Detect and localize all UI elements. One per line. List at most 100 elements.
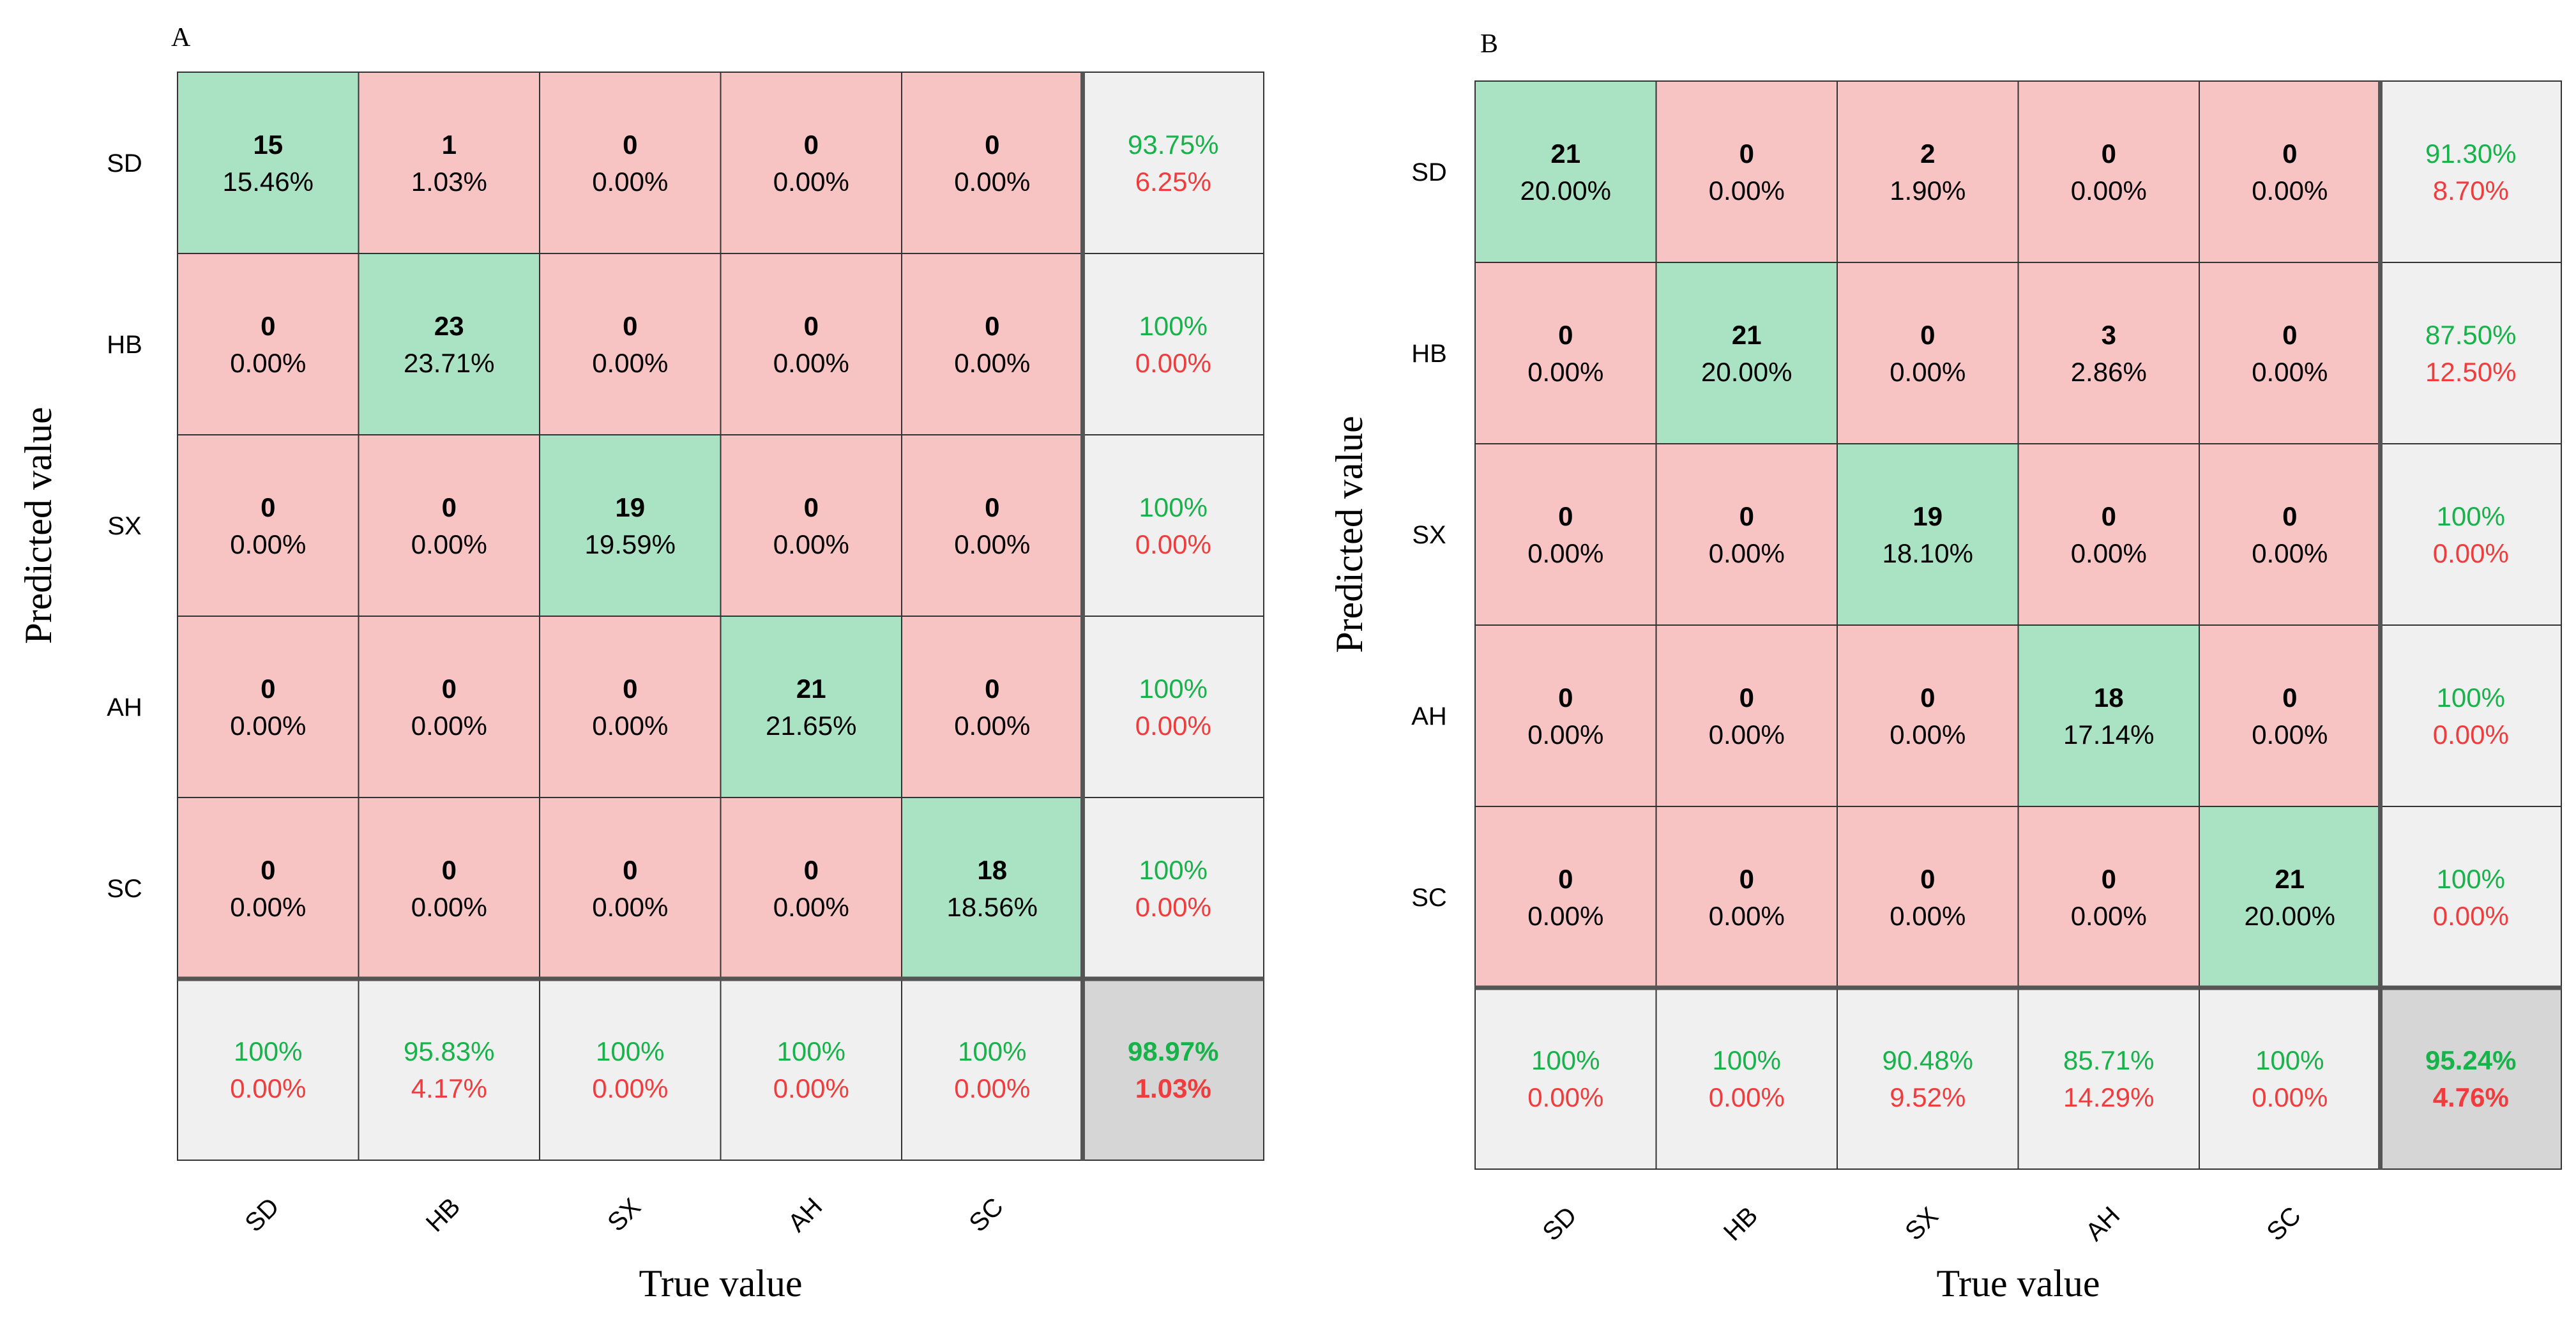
cell-percent: 0.00% xyxy=(1709,538,1785,568)
cell-count: 23 xyxy=(434,311,464,341)
cell-count: 21 xyxy=(2275,864,2305,894)
cell-count: 0 xyxy=(442,492,457,522)
cell-percent: 0.00% xyxy=(1527,901,1603,931)
cell-percent: 0.00% xyxy=(1527,720,1603,750)
overall-accuracy-cell xyxy=(2379,987,2562,1170)
cell-percent: 0.00% xyxy=(592,711,668,741)
cell-percent: 0.00% xyxy=(773,348,849,378)
cell-percent: 0.00% xyxy=(230,348,306,378)
offdiagonal-cell xyxy=(720,434,902,617)
row-tick-label: HB xyxy=(107,331,142,359)
cell-percent: 0.00% xyxy=(2071,538,2147,568)
cell-count: 0 xyxy=(2282,320,2297,350)
overall-accuracy: 98.97% xyxy=(1128,1036,1218,1066)
column-summary-cell xyxy=(901,978,1084,1161)
offdiagonal-cell xyxy=(2017,806,2200,988)
panel-b: B 21 20.00% 0 0.00% 2 1.90% 0 0.00% 0 0.00% 91.30% 8… xyxy=(1328,29,2562,1304)
cell-percent: 20.00% xyxy=(2245,901,2335,931)
cell-percent: 0.00% xyxy=(1709,720,1785,750)
cell-count: 0 xyxy=(442,674,457,704)
offdiagonal-cell xyxy=(1837,806,2019,988)
cell-percent: 20.00% xyxy=(1520,176,1611,206)
row-summary-error: 0.00% xyxy=(1135,348,1211,378)
row-summary-correct: 91.30% xyxy=(2425,139,2516,169)
cell-count: 0 xyxy=(985,674,999,704)
offdiagonal-cell xyxy=(1837,262,2019,444)
cell-percent: 0.00% xyxy=(2252,538,2328,568)
x-axis-title: True value xyxy=(639,1262,802,1304)
row-summary-cell xyxy=(1082,434,1264,617)
offdiagonal-cell xyxy=(720,253,902,435)
row-summary-correct: 100% xyxy=(1139,855,1208,885)
row-summary-cell xyxy=(1082,253,1264,435)
offdiagonal-cell xyxy=(1474,624,1657,807)
offdiagonal-cell xyxy=(2199,80,2381,263)
row-tick-label: SD xyxy=(107,149,142,178)
row-tick-label: HB xyxy=(1411,340,1447,368)
row-summary-error: 0.00% xyxy=(2433,901,2509,931)
column-tick-label: SC xyxy=(2261,1202,2306,1246)
offdiagonal-cell xyxy=(539,72,722,254)
cell-count: 18 xyxy=(2094,683,2124,713)
cell-count: 0 xyxy=(442,855,457,885)
cell-percent: 0.00% xyxy=(1890,720,1966,750)
cell-percent: 0.00% xyxy=(773,892,849,922)
diagonal-cell xyxy=(1837,443,2019,626)
offdiagonal-cell xyxy=(2017,80,2200,263)
row-tick-label: SC xyxy=(1411,884,1447,912)
column-summary-error: 14.29% xyxy=(2063,1082,2154,1112)
row-summary-correct: 93.75% xyxy=(1128,130,1218,160)
cell-count: 0 xyxy=(261,311,275,341)
row-tick-label: SC xyxy=(107,875,142,903)
column-summary-error: 9.52% xyxy=(1890,1082,1966,1112)
diagonal-cell xyxy=(358,253,540,435)
column-tick-label: SX xyxy=(602,1193,646,1237)
row-summary-correct: 100% xyxy=(2437,683,2505,713)
cell-count: 0 xyxy=(2282,139,2297,169)
x-axis-title: True value xyxy=(1936,1262,2100,1304)
cell-percent: 1.90% xyxy=(1890,176,1966,206)
column-summary-error: 0.00% xyxy=(954,1073,1030,1103)
column-summary-error: 0.00% xyxy=(592,1073,668,1103)
cell-percent: 0.00% xyxy=(773,167,849,197)
row-tick-label: SX xyxy=(107,512,141,540)
column-summary-cell xyxy=(177,978,360,1161)
cell-count: 0 xyxy=(623,855,637,885)
column-summary-correct: 100% xyxy=(777,1036,845,1066)
offdiagonal-cell xyxy=(358,616,540,798)
diagonal-cell xyxy=(539,434,722,617)
cell-count: 0 xyxy=(1739,683,1754,713)
diagonal-cell xyxy=(2017,624,2200,807)
diagonal-cell xyxy=(901,797,1084,979)
cell-count: 0 xyxy=(2102,864,2116,894)
cell-count: 0 xyxy=(804,311,819,341)
cell-percent: 0.00% xyxy=(2252,720,2328,750)
column-tick-label: AH xyxy=(783,1193,828,1237)
cell-percent: 0.00% xyxy=(592,167,668,197)
overall-accuracy: 95.24% xyxy=(2425,1045,2516,1075)
cell-count: 0 xyxy=(804,130,819,160)
cell-count: 1 xyxy=(442,130,457,160)
cell-percent: 0.00% xyxy=(592,348,668,378)
cell-percent: 0.00% xyxy=(411,711,487,741)
cell-percent: 2.86% xyxy=(2071,357,2147,387)
diagonal-cell xyxy=(720,616,902,798)
y-axis-title: Predicted value xyxy=(1328,416,1370,653)
column-tick-label: SX xyxy=(1900,1202,1944,1246)
offdiagonal-cell xyxy=(1474,806,1657,988)
cell-count: 18 xyxy=(977,855,1007,885)
cell-count: 21 xyxy=(796,674,826,704)
cell-count: 0 xyxy=(1558,683,1573,713)
column-summary-cell xyxy=(2199,987,2381,1170)
cell-percent: 1.03% xyxy=(411,167,487,197)
cell-percent: 0.00% xyxy=(1527,357,1603,387)
offdiagonal-cell xyxy=(901,434,1084,617)
offdiagonal-cell xyxy=(901,253,1084,435)
cell-percent: 0.00% xyxy=(592,892,668,922)
cell-count: 0 xyxy=(261,492,275,522)
cell-count: 0 xyxy=(2282,501,2297,531)
column-tick-label: SD xyxy=(1537,1202,1582,1246)
cell-percent: 15.46% xyxy=(223,167,314,197)
row-summary-error: 6.25% xyxy=(1135,167,1211,197)
